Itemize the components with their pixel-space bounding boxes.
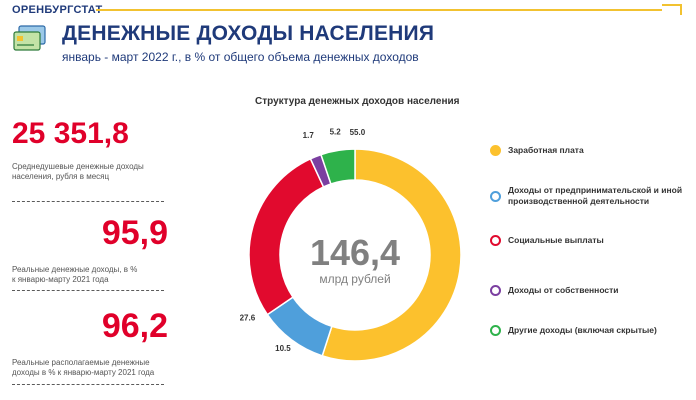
slice-value-label: 5.2: [330, 128, 342, 137]
page-subtitle: январь - март 2022 г., в % от общего объ…: [62, 50, 419, 64]
header-divider: [96, 9, 662, 11]
legend-label: Другие доходы (включая скрытые): [508, 325, 657, 335]
slice-value-label: 1.7: [303, 131, 315, 140]
legend-item: Доходы от предпринимательской и иной про…: [490, 185, 688, 207]
legend-marker-icon: [490, 285, 501, 296]
stat-label: Среднедушевые денежные доходы населения,…: [12, 162, 144, 181]
slice-value-label: 27.6: [240, 314, 256, 323]
money-card-icon: [13, 25, 46, 51]
stat-value: 25 351,8: [12, 117, 129, 150]
stat-label: Реальные денежные доходы, в % к январю-м…: [12, 265, 138, 284]
legend-label: Социальные выплаты: [508, 235, 604, 245]
slice-value-label: 55.0: [350, 128, 366, 137]
stat-real-income: 95,9 Реальные денежные доходы, в % к янв…: [12, 215, 172, 285]
chart-title: Структура денежных доходов населения: [255, 96, 460, 107]
slice-value-label: 10.5: [275, 344, 291, 353]
legend-item: Заработная плата: [490, 145, 584, 156]
donut-slice: [321, 148, 462, 362]
center-value: 146,4: [310, 232, 400, 273]
stat-divider: [12, 384, 164, 385]
org-name: ОРЕНБУРГСТАТ: [12, 4, 103, 16]
legend-item: Социальные выплаты: [490, 235, 604, 246]
legend-marker-icon: [490, 190, 501, 202]
stat-value: 96,2: [101, 307, 168, 345]
legend-marker-icon: [490, 235, 501, 246]
stat-real-disposable-income: 96,2 Реальные располагаемые денежные дох…: [12, 308, 172, 378]
stat-label: Реальные располагаемые денежные доходы в…: [12, 358, 155, 377]
legend-label: Заработная плата: [508, 145, 584, 155]
header-divider-corner: [662, 4, 682, 15]
legend-item: Доходы от собственности: [490, 285, 619, 296]
stat-income-per-capita: 25 351,8 Среднедушевые денежные доходы н…: [12, 118, 192, 182]
stat-divider: [12, 201, 164, 202]
legend-item: Другие доходы (включая скрытые): [490, 325, 657, 336]
legend-marker-icon: [490, 325, 501, 336]
page-title: ДЕНЕЖНЫЕ ДОХОДЫ НАСЕЛЕНИЯ: [62, 22, 435, 45]
stat-divider: [12, 290, 164, 291]
top-bar: ОРЕНБУРГСТАТ: [0, 0, 696, 22]
legend-marker-icon: [490, 145, 501, 156]
center-unit: млрд рублей: [319, 272, 390, 286]
stat-value: 95,9: [101, 214, 168, 252]
legend-label: Доходы от собственности: [508, 285, 619, 295]
legend-label: Доходы от предпринимательской и иной про…: [508, 185, 683, 206]
donut-slice: [320, 148, 356, 185]
